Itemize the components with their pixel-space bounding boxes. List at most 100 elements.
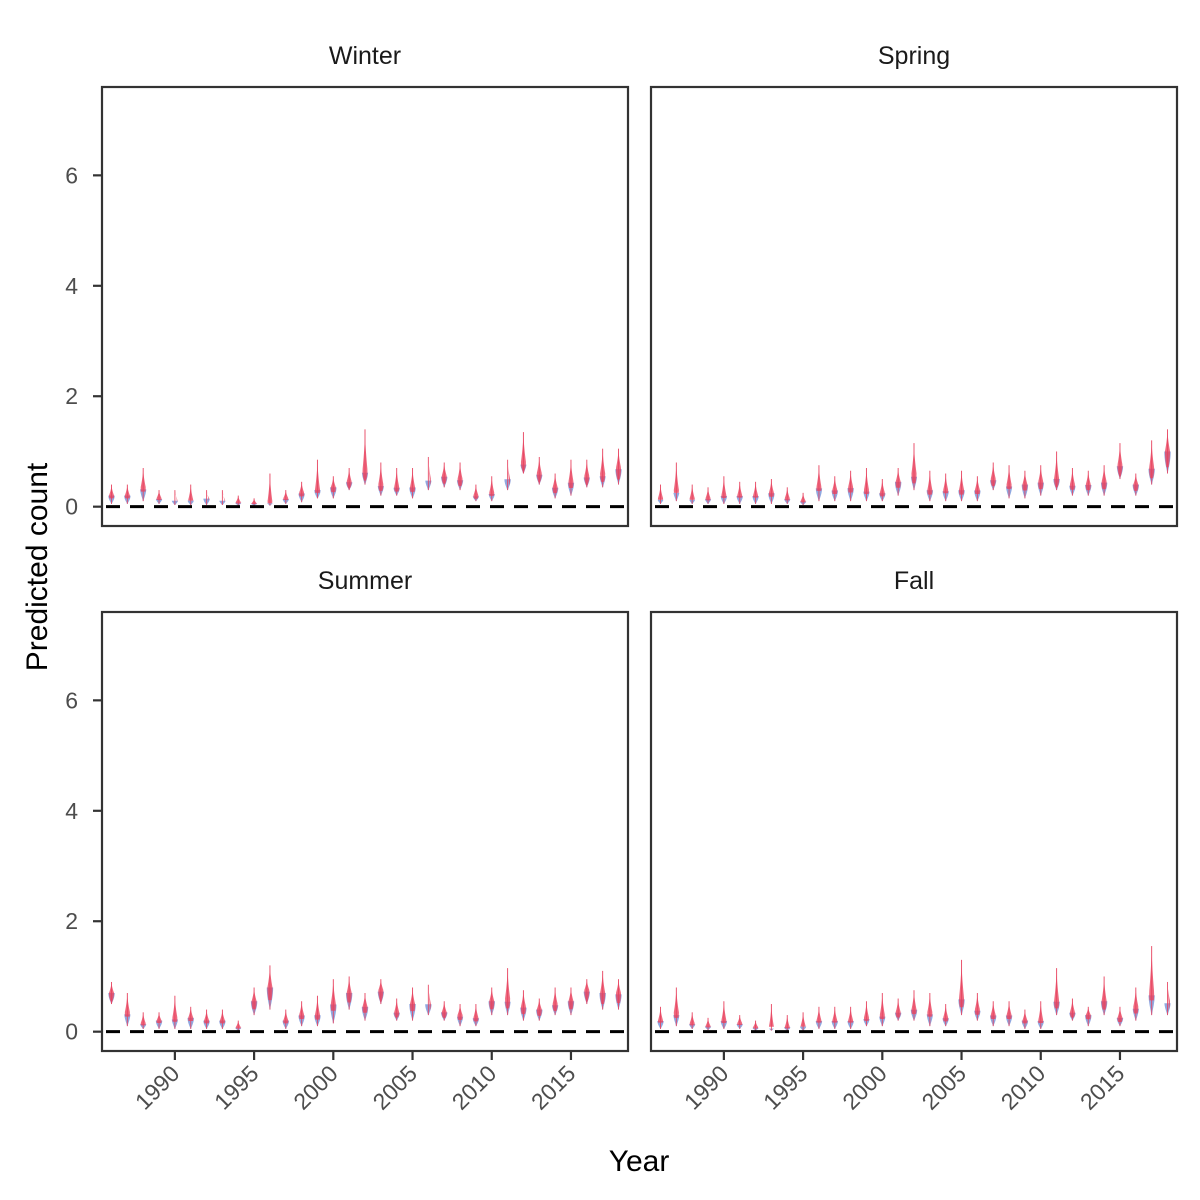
violin-2014 — [1100, 465, 1108, 496]
violin-2002 — [361, 429, 369, 485]
violin-1995 — [799, 492, 807, 506]
violin-1998 — [298, 1001, 305, 1027]
violin-2001 — [345, 976, 353, 1010]
facet-title: Fall — [894, 567, 934, 595]
violin-2007 — [441, 1001, 448, 1021]
violin-2005 — [958, 959, 965, 1016]
violin-2018 — [1164, 981, 1171, 1016]
violin-1987 — [124, 484, 131, 504]
violin-upper-half — [428, 459, 431, 486]
violin-2007 — [990, 462, 997, 491]
violin-1990 — [720, 476, 728, 504]
y-tick-label: 0 — [65, 1019, 78, 1045]
violin-2006 — [974, 993, 981, 1021]
violin-1987 — [673, 462, 680, 502]
violin-2003 — [926, 470, 934, 502]
x-tick-label: 2015 — [526, 1060, 581, 1115]
violin-1996 — [266, 965, 274, 1010]
x-tick-label: 1990 — [679, 1060, 734, 1115]
violin-1986 — [657, 1006, 664, 1029]
violin-1991 — [736, 481, 743, 504]
y-tick-label: 6 — [65, 162, 78, 188]
violin-2001 — [345, 468, 353, 491]
violin-1992 — [203, 490, 210, 506]
violin-upper-half — [175, 491, 178, 502]
x-tick-label: 2005 — [367, 1060, 422, 1115]
violin-1995 — [799, 1012, 807, 1031]
violin-2012 — [520, 990, 527, 1021]
y-tick-label: 4 — [65, 798, 78, 824]
violin-2017 — [599, 448, 606, 488]
violin-2010 — [488, 476, 495, 502]
violin-2016 — [1132, 987, 1139, 1021]
violin-2000 — [330, 476, 337, 499]
facet-title: Spring — [878, 42, 950, 70]
violin-1997 — [282, 1009, 289, 1029]
violin-2009 — [472, 1004, 480, 1027]
violin-2013 — [536, 456, 543, 485]
x-tick-label: 2000 — [288, 1060, 343, 1115]
violin-2015 — [1116, 1006, 1124, 1027]
violin-2004 — [393, 468, 400, 496]
violin-2006 — [425, 456, 432, 491]
violin-1994 — [235, 1020, 242, 1031]
violin-1989 — [704, 1017, 712, 1031]
violin-2018 — [615, 979, 622, 1010]
violin-2005 — [409, 468, 416, 499]
violin-1999 — [314, 995, 321, 1027]
violin-1995 — [250, 987, 258, 1016]
violin-2010 — [1037, 465, 1044, 496]
violin-2012 — [520, 432, 527, 474]
violin-1998 — [847, 1006, 854, 1029]
violin-1989 — [155, 490, 163, 504]
violin-1993 — [219, 1009, 226, 1029]
violin-2010 — [1037, 1001, 1044, 1029]
violin-1999 — [863, 468, 870, 502]
facet-title: Summer — [318, 567, 412, 595]
facet-panel-spring: Spring — [649, 42, 1179, 528]
violin-1993 — [219, 490, 226, 506]
y-tick-label: 2 — [65, 908, 78, 934]
violin-1994 — [784, 1015, 791, 1031]
x-tick-label: 1995 — [209, 1060, 264, 1115]
x-tick-label: 1990 — [130, 1060, 185, 1115]
violin-2001 — [894, 468, 902, 496]
violin-1989 — [704, 487, 712, 504]
violin-2000 — [330, 979, 337, 1024]
x-tick-label: 2015 — [1075, 1060, 1130, 1115]
violin-1988 — [689, 484, 696, 504]
panel-border — [100, 610, 630, 1053]
panels-layer: Winter 0 2 4 6 Spring Summer 0 2 4 6 1990 1995 2000 20… — [65, 42, 1179, 1115]
x-tick-label: 2010 — [447, 1060, 502, 1115]
violin-1999 — [863, 1001, 870, 1027]
violin-1993 — [768, 479, 775, 504]
violin-1998 — [298, 481, 305, 503]
panel-border — [649, 85, 1179, 528]
violin-2009 — [1021, 1009, 1029, 1029]
violin-2012 — [1069, 998, 1076, 1021]
violin-2002 — [361, 993, 369, 1021]
violin-1999 — [314, 459, 321, 499]
violin-1997 — [831, 1006, 838, 1029]
violin-2005 — [958, 470, 965, 502]
violin-1992 — [752, 1020, 759, 1031]
violin-2015 — [1116, 443, 1124, 480]
violin-1990 — [720, 1001, 728, 1029]
violin-1997 — [282, 490, 289, 504]
y-tick-label: 4 — [65, 273, 78, 299]
violin-2015 — [567, 459, 575, 496]
violin-2004 — [942, 473, 949, 502]
violin-2002 — [910, 443, 918, 491]
y-tick-label: 0 — [65, 494, 78, 520]
violin-1995 — [250, 498, 258, 506]
x-axis-title: Year — [609, 1145, 670, 1178]
violin-1987 — [124, 993, 131, 1027]
violin-upper-half — [206, 491, 210, 501]
panel-border — [100, 85, 630, 528]
violin-upper-half — [1167, 984, 1170, 1011]
x-tick-label: 1995 — [758, 1060, 813, 1115]
violin-2016 — [583, 459, 590, 488]
violin-2006 — [425, 984, 432, 1016]
violin-1991 — [187, 1006, 194, 1029]
